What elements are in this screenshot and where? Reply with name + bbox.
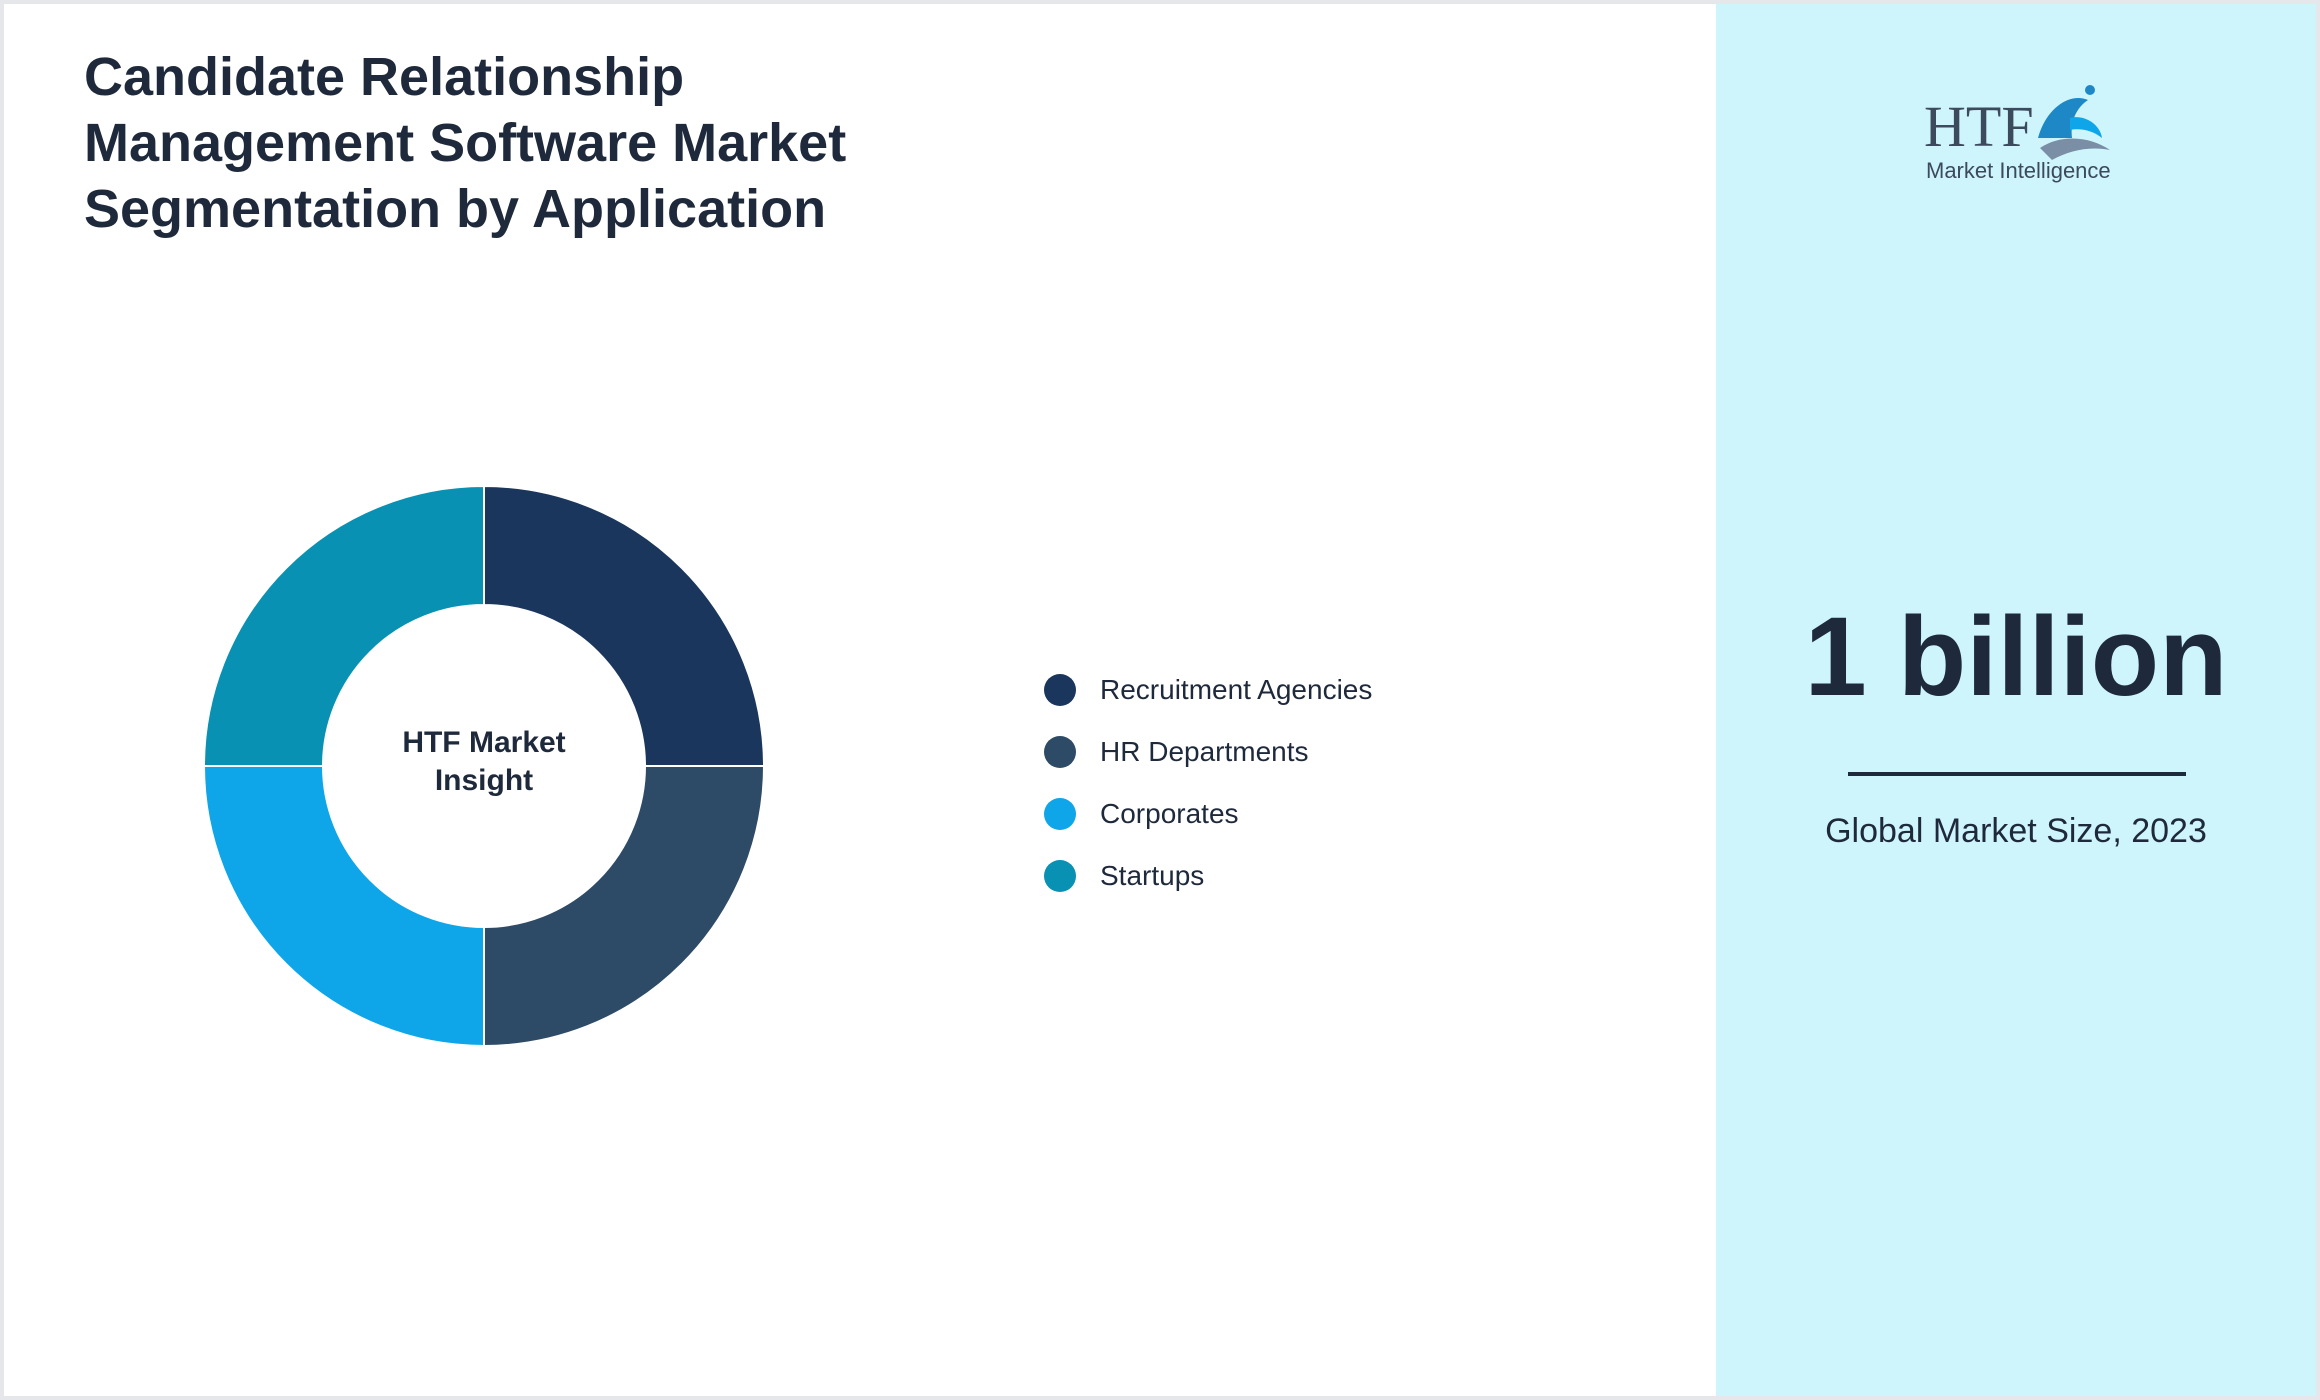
legend-label: Startups: [1100, 860, 1205, 891]
legend-item: Recruitment Agencies: [1044, 659, 1372, 721]
donut-center-label-line-2: Insight: [435, 764, 533, 797]
donut-slice-corporates: [204, 765, 485, 1046]
market-size-caption: Global Market Size, 2023: [1825, 812, 2207, 850]
legend-swatch: [1044, 674, 1076, 706]
divider-line: [1848, 772, 2186, 776]
infographic-frame: Candidate Relationship Management Softwa…: [4, 4, 2316, 1396]
legend-label: Recruitment Agencies: [1100, 674, 1373, 705]
legend-item: Startups: [1044, 845, 1372, 907]
htf-market-intelligence-logo: HTF Market Intelligence: [1924, 85, 2111, 183]
market-size-value: 1 billion: [1804, 594, 2228, 719]
chart-title: Candidate Relationship Management Softwa…: [84, 47, 847, 239]
main-panel: Candidate Relationship Management Softwa…: [4, 4, 1716, 1396]
legend-swatch: [1044, 798, 1076, 830]
logo-swoosh-cyan: [2070, 117, 2102, 138]
donut-slice-hr-departments: [483, 765, 764, 1046]
chart-legend: Recruitment Agencies HR Departments Corpor…: [1044, 659, 1372, 907]
side-panel: HTF Market Intelligence 1 billion Global…: [1716, 4, 2316, 1396]
legend-item: Corporates: [1044, 783, 1372, 845]
legend-item: HR Departments: [1044, 721, 1372, 783]
legend-label: HR Departments: [1100, 736, 1309, 767]
logo-dot: [2085, 85, 2095, 95]
logo-mark: HTF: [1924, 94, 2034, 159]
logo-swoosh-blue: [2038, 97, 2088, 138]
donut-slices: [204, 486, 764, 1046]
legend-swatch: [1044, 736, 1076, 768]
legend-swatch: [1044, 860, 1076, 892]
donut-slice-recruitment-agencies: [483, 486, 764, 767]
logo-swoosh-gray: [2040, 138, 2110, 160]
donut-chart: HTF Market Insight: [204, 486, 764, 1046]
logo-text: Market Intelligence: [1926, 158, 2111, 183]
legend-label: Corporates: [1100, 798, 1239, 829]
donut-center-label-line-1: HTF Market: [402, 726, 565, 759]
donut-slice-startups: [204, 486, 485, 767]
